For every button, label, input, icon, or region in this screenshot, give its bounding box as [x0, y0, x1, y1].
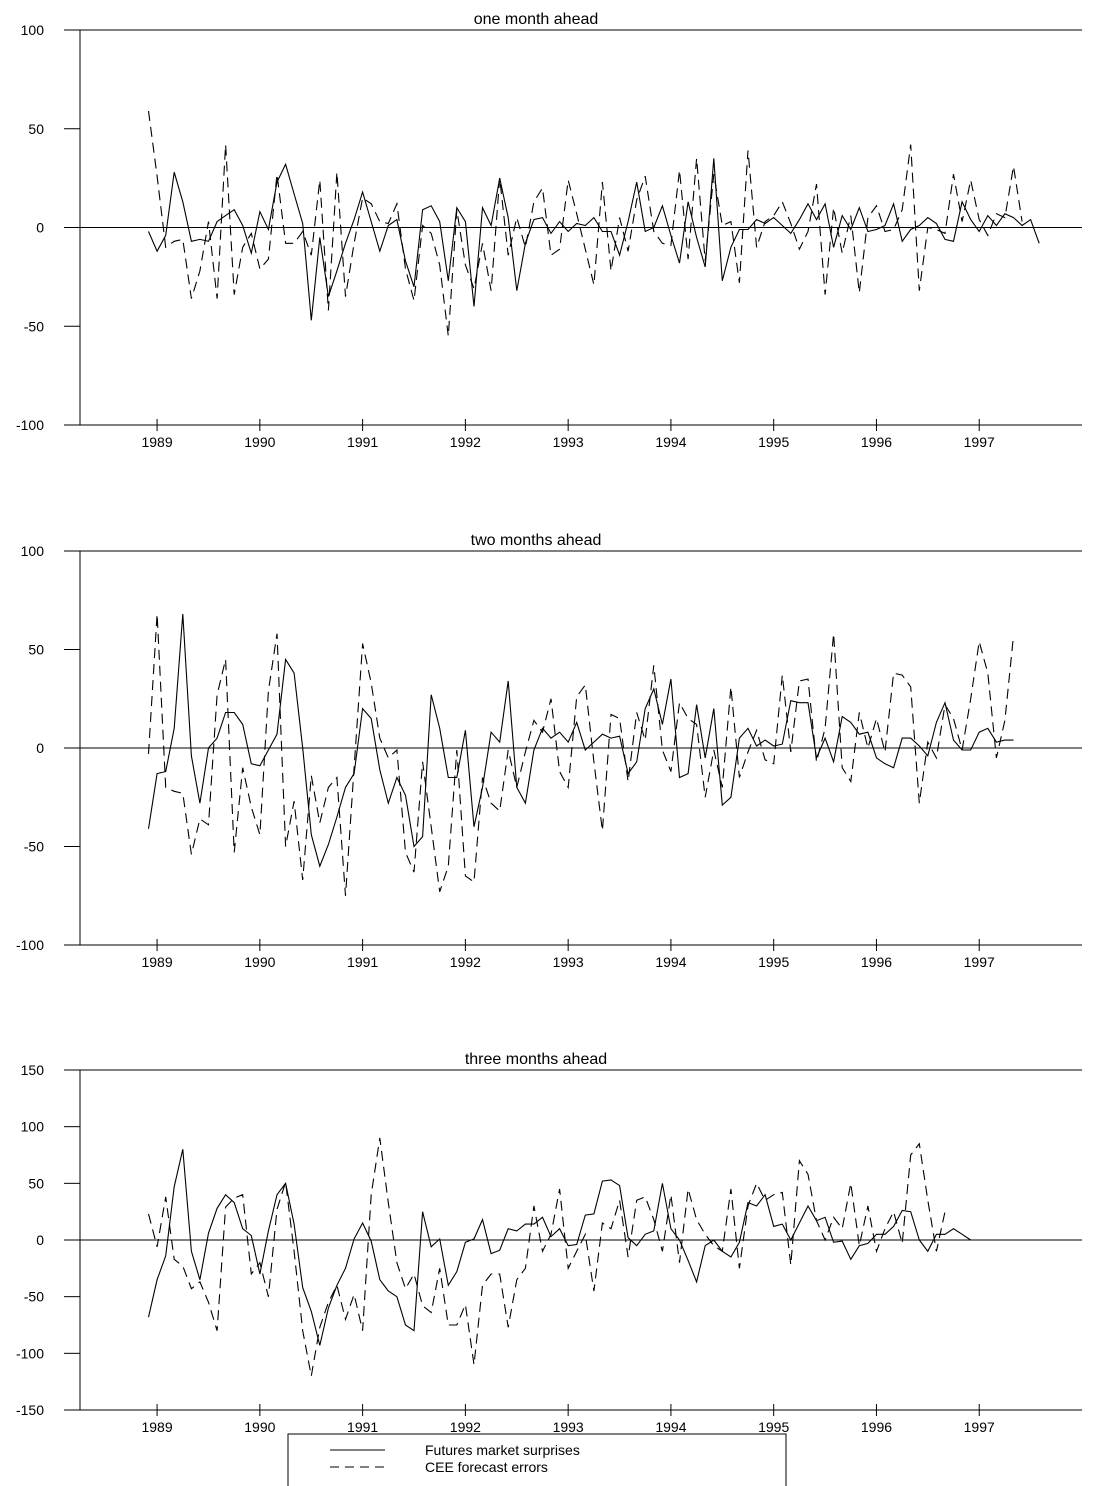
x-tick-label: 1991 [347, 434, 378, 450]
y-tick-label: 100 [21, 22, 45, 38]
x-tick-label: 1989 [141, 1419, 172, 1435]
y-tick-label: 100 [21, 543, 45, 559]
chart-panel-2: two months ahead -100 -50 0 50 100 1989 1990 199… [16, 532, 1082, 970]
y-tick-label: 150 [21, 1062, 45, 1078]
x-tick-label: 1992 [450, 434, 481, 450]
y-tick-label: 100 [21, 1119, 45, 1135]
x-tick-label: 1994 [655, 1419, 686, 1435]
chart-title: two months ahead [471, 532, 602, 549]
y-tick-label: -100 [16, 417, 44, 433]
y-tick-label: -100 [16, 937, 44, 953]
panels-group: one month ahead -100 -50 0 50 100 1989 1990 1991… [16, 11, 1082, 1435]
x-tick-label: 1989 [141, 434, 172, 450]
x-tick-label: 1995 [758, 434, 789, 450]
y-tick-label: 50 [28, 1175, 44, 1191]
y-tick-label: -50 [24, 839, 44, 855]
x-tick-label: 1997 [964, 1419, 995, 1435]
x-tick-label: 1993 [553, 954, 584, 970]
x-tick-label: 1990 [244, 954, 275, 970]
series-line-futures-market-surprises [147, 1149, 972, 1346]
x-tick-label: 1995 [758, 954, 789, 970]
y-tick-label: -150 [16, 1402, 44, 1418]
x-tick-label: 1989 [141, 954, 172, 970]
series-line-cee-forecast-errors [147, 1137, 946, 1377]
x-tick-label: 1990 [244, 1419, 275, 1435]
x-tick-label: 1997 [964, 954, 995, 970]
y-tick-label: -50 [24, 318, 44, 334]
chart-panel-1: one month ahead -100 -50 0 50 100 1989 1990 1991… [16, 11, 1082, 450]
x-tick-label: 1994 [655, 954, 686, 970]
legend-label-cee: CEE forecast errors [425, 1459, 548, 1475]
chart-title: three months ahead [465, 1051, 607, 1068]
x-tick-label: 1993 [553, 1419, 584, 1435]
y-tick-label: 50 [28, 121, 44, 137]
x-tick-label: 1992 [450, 1419, 481, 1435]
legend-label-futures: Futures market surprises [425, 1442, 580, 1458]
x-tick-label: 1995 [758, 1419, 789, 1435]
y-tick-label: 0 [36, 1232, 44, 1248]
x-tick-label: 1990 [244, 434, 275, 450]
x-tick-label: 1996 [861, 434, 892, 450]
series-line-cee-forecast-errors [147, 613, 1015, 896]
series-line-futures-market-surprises [147, 613, 1014, 868]
x-tick-label: 1996 [861, 954, 892, 970]
x-tick-label: 1991 [347, 1419, 378, 1435]
legend: Futures market surprises CEE forecast er… [287, 1433, 787, 1486]
y-tick-label: -100 [16, 1345, 44, 1361]
y-tick-label: 0 [36, 740, 44, 756]
y-tick-label: 0 [36, 220, 44, 236]
chart-panel-3: three months ahead -150 -100 -50 0 50 100 150 19… [16, 1051, 1082, 1435]
chart-title: one month ahead [474, 11, 599, 28]
x-tick-label: 1993 [553, 434, 584, 450]
y-tick-label: 50 [28, 642, 44, 658]
x-tick-label: 1997 [964, 434, 995, 450]
series-line-cee-forecast-errors [147, 110, 1023, 337]
series-line-futures-market-surprises [147, 158, 1040, 321]
y-tick-label: -50 [24, 1289, 44, 1305]
x-tick-label: 1996 [861, 1419, 892, 1435]
x-tick-label: 1991 [347, 954, 378, 970]
x-tick-label: 1994 [655, 434, 686, 450]
legend-box [287, 1433, 787, 1486]
x-tick-label: 1992 [450, 954, 481, 970]
